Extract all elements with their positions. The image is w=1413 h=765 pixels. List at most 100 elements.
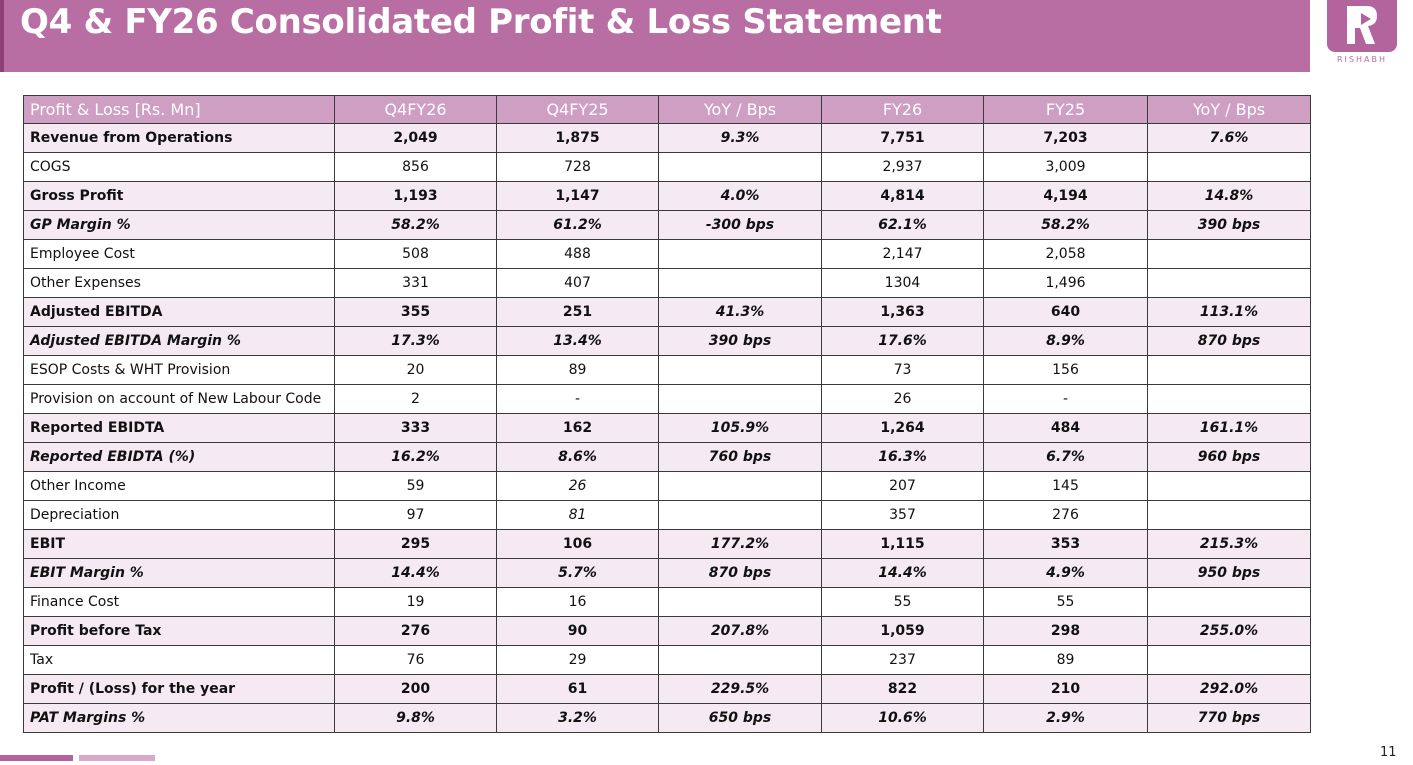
value-cell: 390 bps xyxy=(1147,210,1311,240)
value-cell xyxy=(1147,384,1311,414)
value-cell xyxy=(1147,239,1311,269)
value-cell: 81 xyxy=(496,500,659,530)
value-cell: 2 xyxy=(334,384,497,414)
value-cell: 6.7% xyxy=(983,442,1148,472)
table-row: Finance Cost 19 16 55 55 xyxy=(23,587,1311,617)
value-cell: 488 xyxy=(496,239,659,269)
value-cell: 7.6% xyxy=(1147,123,1311,153)
row-label-cell: Adjusted EBITDA Margin % xyxy=(23,326,335,356)
value-cell: 156 xyxy=(983,355,1148,385)
table-row: Adjusted EBITDA 355 251 41.3% 1,363 640 113.1% xyxy=(23,297,1311,327)
row-label-cell: Adjusted EBITDA xyxy=(23,297,335,327)
value-cell: 508 xyxy=(334,239,497,269)
value-cell: 2.9% xyxy=(983,703,1148,733)
value-cell: 1,496 xyxy=(983,268,1148,298)
value-cell: 2,147 xyxy=(821,239,984,269)
value-cell: 1304 xyxy=(821,268,984,298)
value-cell: 106 xyxy=(496,529,659,559)
value-cell: - xyxy=(983,384,1148,414)
title-accent xyxy=(0,0,4,72)
table-header-row: Profit & Loss [Rs. Mn] Q4FY26 Q4FY25 YoY… xyxy=(23,95,1311,124)
column-header: YoY / Bps xyxy=(658,95,822,124)
column-header: FY25 xyxy=(983,95,1148,124)
value-cell xyxy=(658,268,822,298)
value-cell: 13.4% xyxy=(496,326,659,356)
logo-wordmark: RISHABH xyxy=(1337,55,1387,64)
value-cell: 210 xyxy=(983,674,1148,704)
value-cell: 728 xyxy=(496,152,659,182)
column-header: Q4FY26 xyxy=(334,95,497,124)
row-label-cell: Gross Profit xyxy=(23,181,335,211)
value-cell: 292.0% xyxy=(1147,674,1311,704)
value-cell: 251 xyxy=(496,297,659,327)
value-cell: 97 xyxy=(334,500,497,530)
value-cell: 16.3% xyxy=(821,442,984,472)
value-cell: 353 xyxy=(983,529,1148,559)
value-cell: 4,814 xyxy=(821,181,984,211)
row-label-cell: Finance Cost xyxy=(23,587,335,617)
value-cell: 105.9% xyxy=(658,413,822,443)
table-row: Tax 76 29 237 89 xyxy=(23,645,1311,675)
value-cell: 255.0% xyxy=(1147,616,1311,646)
value-cell: 73 xyxy=(821,355,984,385)
profit-loss-table: Profit & Loss [Rs. Mn] Q4FY26 Q4FY25 YoY… xyxy=(23,95,1311,733)
value-cell: 331 xyxy=(334,268,497,298)
value-cell: 229.5% xyxy=(658,674,822,704)
value-cell: 207.8% xyxy=(658,616,822,646)
value-cell: 161.1% xyxy=(1147,413,1311,443)
value-cell xyxy=(658,645,822,675)
value-cell: 10.6% xyxy=(821,703,984,733)
value-cell: 58.2% xyxy=(334,210,497,240)
table-body: Revenue from Operations 2,049 1,875 9.3% 7,7… xyxy=(23,123,1311,733)
table-row: Other Income 59 26 207 145 xyxy=(23,471,1311,501)
row-label-cell: Reported EBIDTA (%) xyxy=(23,442,335,472)
value-cell: 90 xyxy=(496,616,659,646)
value-cell: 1,193 xyxy=(334,181,497,211)
value-cell: 55 xyxy=(983,587,1148,617)
value-cell: 2,049 xyxy=(334,123,497,153)
value-cell: 276 xyxy=(334,616,497,646)
value-cell: 295 xyxy=(334,529,497,559)
value-cell xyxy=(1147,355,1311,385)
value-cell: 20 xyxy=(334,355,497,385)
value-cell: 26 xyxy=(821,384,984,414)
footer-accent-bar xyxy=(0,755,73,761)
value-cell: 61 xyxy=(496,674,659,704)
value-cell: 17.6% xyxy=(821,326,984,356)
row-label-cell: PAT Margins % xyxy=(23,703,335,733)
title-bar: Q4 & FY26 Consolidated Profit & Loss Sta… xyxy=(0,0,1310,72)
value-cell: 61.2% xyxy=(496,210,659,240)
column-header: Q4FY25 xyxy=(496,95,659,124)
value-cell: 4.0% xyxy=(658,181,822,211)
value-cell xyxy=(658,384,822,414)
row-label-cell: ESOP Costs & WHT Provision xyxy=(23,355,335,385)
value-cell: 215.3% xyxy=(1147,529,1311,559)
value-cell: 760 bps xyxy=(658,442,822,472)
value-cell xyxy=(658,471,822,501)
value-cell: 390 bps xyxy=(658,326,822,356)
value-cell: 355 xyxy=(334,297,497,327)
row-label-cell: Reported EBIDTA xyxy=(23,413,335,443)
row-label-cell: Profit / (Loss) for the year xyxy=(23,674,335,704)
value-cell: 14.8% xyxy=(1147,181,1311,211)
value-cell: 407 xyxy=(496,268,659,298)
table-row: GP Margin % 58.2% 61.2% -300 bps 62.1% 58.2% 3… xyxy=(23,210,1311,240)
row-label-cell: Other Expenses xyxy=(23,268,335,298)
value-cell: 29 xyxy=(496,645,659,675)
table-row: EBIT 295 106 177.2% 1,115 353 215.3% xyxy=(23,529,1311,559)
value-cell xyxy=(1147,268,1311,298)
value-cell: - xyxy=(496,384,659,414)
table-row: Revenue from Operations 2,049 1,875 9.3% 7,7… xyxy=(23,123,1311,153)
row-label-cell: Provision on account of New Labour Code xyxy=(23,384,335,414)
column-header: YoY / Bps xyxy=(1147,95,1311,124)
value-cell: 9.8% xyxy=(334,703,497,733)
value-cell: 333 xyxy=(334,413,497,443)
value-cell xyxy=(1147,500,1311,530)
value-cell: 276 xyxy=(983,500,1148,530)
row-label-cell: COGS xyxy=(23,152,335,182)
value-cell: 177.2% xyxy=(658,529,822,559)
value-cell: 55 xyxy=(821,587,984,617)
table-row: Provision on account of New Labour Code 2… xyxy=(23,384,1311,414)
value-cell: 7,203 xyxy=(983,123,1148,153)
value-cell: 484 xyxy=(983,413,1148,443)
